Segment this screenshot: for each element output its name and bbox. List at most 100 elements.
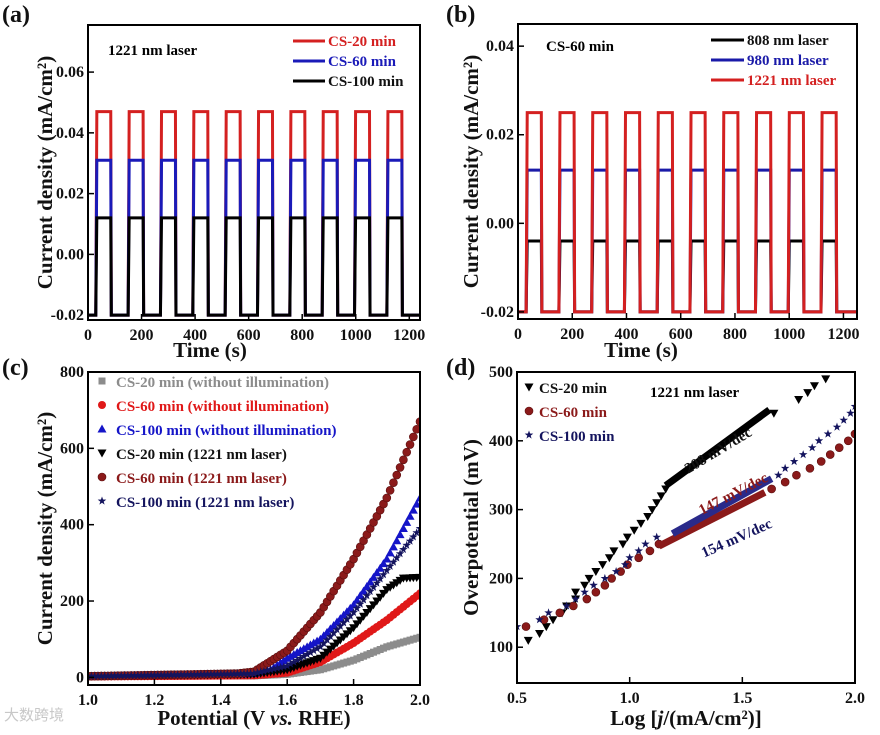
data-point	[803, 389, 813, 398]
data-point	[97, 472, 107, 482]
panel-label: (c)	[2, 355, 29, 381]
data-point	[107, 671, 116, 680]
data-point	[607, 574, 616, 583]
data-point	[385, 561, 395, 570]
data-point	[571, 588, 581, 597]
plot-area	[517, 375, 855, 645]
data-point	[611, 567, 621, 576]
data-point	[523, 636, 533, 645]
data-point	[589, 580, 598, 589]
data-point	[600, 573, 610, 583]
data-point	[774, 470, 783, 479]
x-tick-label: 0	[514, 326, 522, 343]
data-point	[412, 499, 420, 508]
y-tick-label: -0.02	[481, 304, 514, 321]
data-point	[166, 670, 176, 679]
fit-line	[670, 475, 774, 537]
data-point	[249, 669, 259, 678]
data-point	[365, 577, 375, 586]
data-point	[634, 546, 643, 555]
data-point	[316, 642, 325, 651]
data-point	[289, 657, 299, 666]
data-point	[415, 573, 420, 582]
legend-label: 980 nm laser	[747, 53, 829, 69]
data-point	[625, 553, 634, 562]
plot-frame	[87, 371, 421, 686]
data-point	[382, 554, 392, 563]
panel-c: (c) 1.0 1.2 1.4 1.6 1.8 2.0 0 200 400 600 800 Potent…	[2, 355, 430, 730]
data-point	[259, 666, 269, 675]
data-point	[656, 492, 666, 501]
y-tick-label: 200	[60, 593, 84, 610]
data-point	[98, 377, 106, 385]
data-point	[850, 401, 855, 410]
legend-label: 808 nm laser	[747, 33, 829, 49]
legend-label: CS-20 min (without illumination)	[116, 375, 329, 391]
data-point	[846, 408, 855, 417]
data-point	[392, 553, 401, 562]
data-point	[517, 622, 522, 631]
data-point	[535, 615, 544, 624]
data-point	[193, 670, 202, 679]
plot-area	[88, 417, 420, 681]
legend-label: CS-100 min	[328, 74, 404, 90]
data-point	[359, 595, 368, 604]
data-point	[90, 671, 99, 680]
data-point	[93, 671, 103, 680]
data-point	[402, 447, 412, 457]
data-point	[299, 651, 309, 660]
data-point	[342, 614, 352, 623]
fit-line	[657, 489, 767, 550]
x-tick-label: 1200	[393, 327, 425, 344]
data-point	[398, 524, 408, 532]
data-point	[196, 669, 206, 678]
data-point	[153, 670, 162, 679]
x-tick-label: 1000	[773, 326, 805, 343]
data-point	[415, 524, 420, 533]
x-tick-label: 1000	[340, 327, 372, 344]
data-point	[604, 554, 614, 563]
y-axis-label: Overpotential (mV)	[459, 439, 483, 616]
data-point	[524, 430, 534, 439]
data-point	[226, 669, 235, 678]
y-tick-label: 100	[489, 639, 513, 656]
data-point	[636, 519, 646, 528]
data-point	[816, 457, 826, 466]
data-point	[206, 669, 216, 678]
panel-b: (b) 0 200 400 600 800 1000 1200 -0.02 0.00 0.02 0.0…	[446, 2, 859, 362]
series	[517, 401, 855, 631]
data-point	[100, 671, 109, 680]
series	[521, 429, 855, 631]
x-axis-label-part: /(mA/cm²)]	[662, 706, 761, 730]
data-point	[634, 553, 643, 563]
data-point	[389, 557, 398, 566]
data-point	[395, 549, 405, 558]
data-point	[395, 530, 405, 539]
data-point	[823, 429, 833, 438]
y-tick-label: 0.00	[486, 215, 514, 232]
data-point	[219, 669, 229, 678]
data-point	[652, 532, 661, 541]
watermark-logo: 大数跨境	[4, 706, 64, 724]
legend-label: CS-100 min (without illumination)	[116, 423, 336, 439]
y-tick-label: 200	[489, 570, 513, 587]
x-axis-label: Log [j/(mA/cm²)]	[610, 706, 762, 730]
data-point	[416, 633, 420, 641]
x-axis-label: Potential (V vs. RHE)	[157, 706, 350, 730]
x-tick-label: 600	[237, 327, 261, 344]
data-point	[146, 670, 156, 679]
legend-label: CS-100 min (1221 nm laser)	[116, 495, 294, 511]
plot-area	[88, 110, 420, 317]
data-point	[319, 638, 328, 647]
data-point	[110, 671, 119, 680]
data-point	[372, 578, 382, 587]
x-tick-label: 800	[723, 326, 747, 343]
data-point	[113, 671, 123, 680]
y-tick-label: 0	[76, 669, 84, 686]
data-point	[548, 616, 558, 625]
data-point	[273, 663, 282, 672]
data-point	[97, 424, 107, 433]
data-point	[143, 670, 152, 679]
data-point	[279, 662, 289, 671]
data-point	[352, 603, 362, 612]
